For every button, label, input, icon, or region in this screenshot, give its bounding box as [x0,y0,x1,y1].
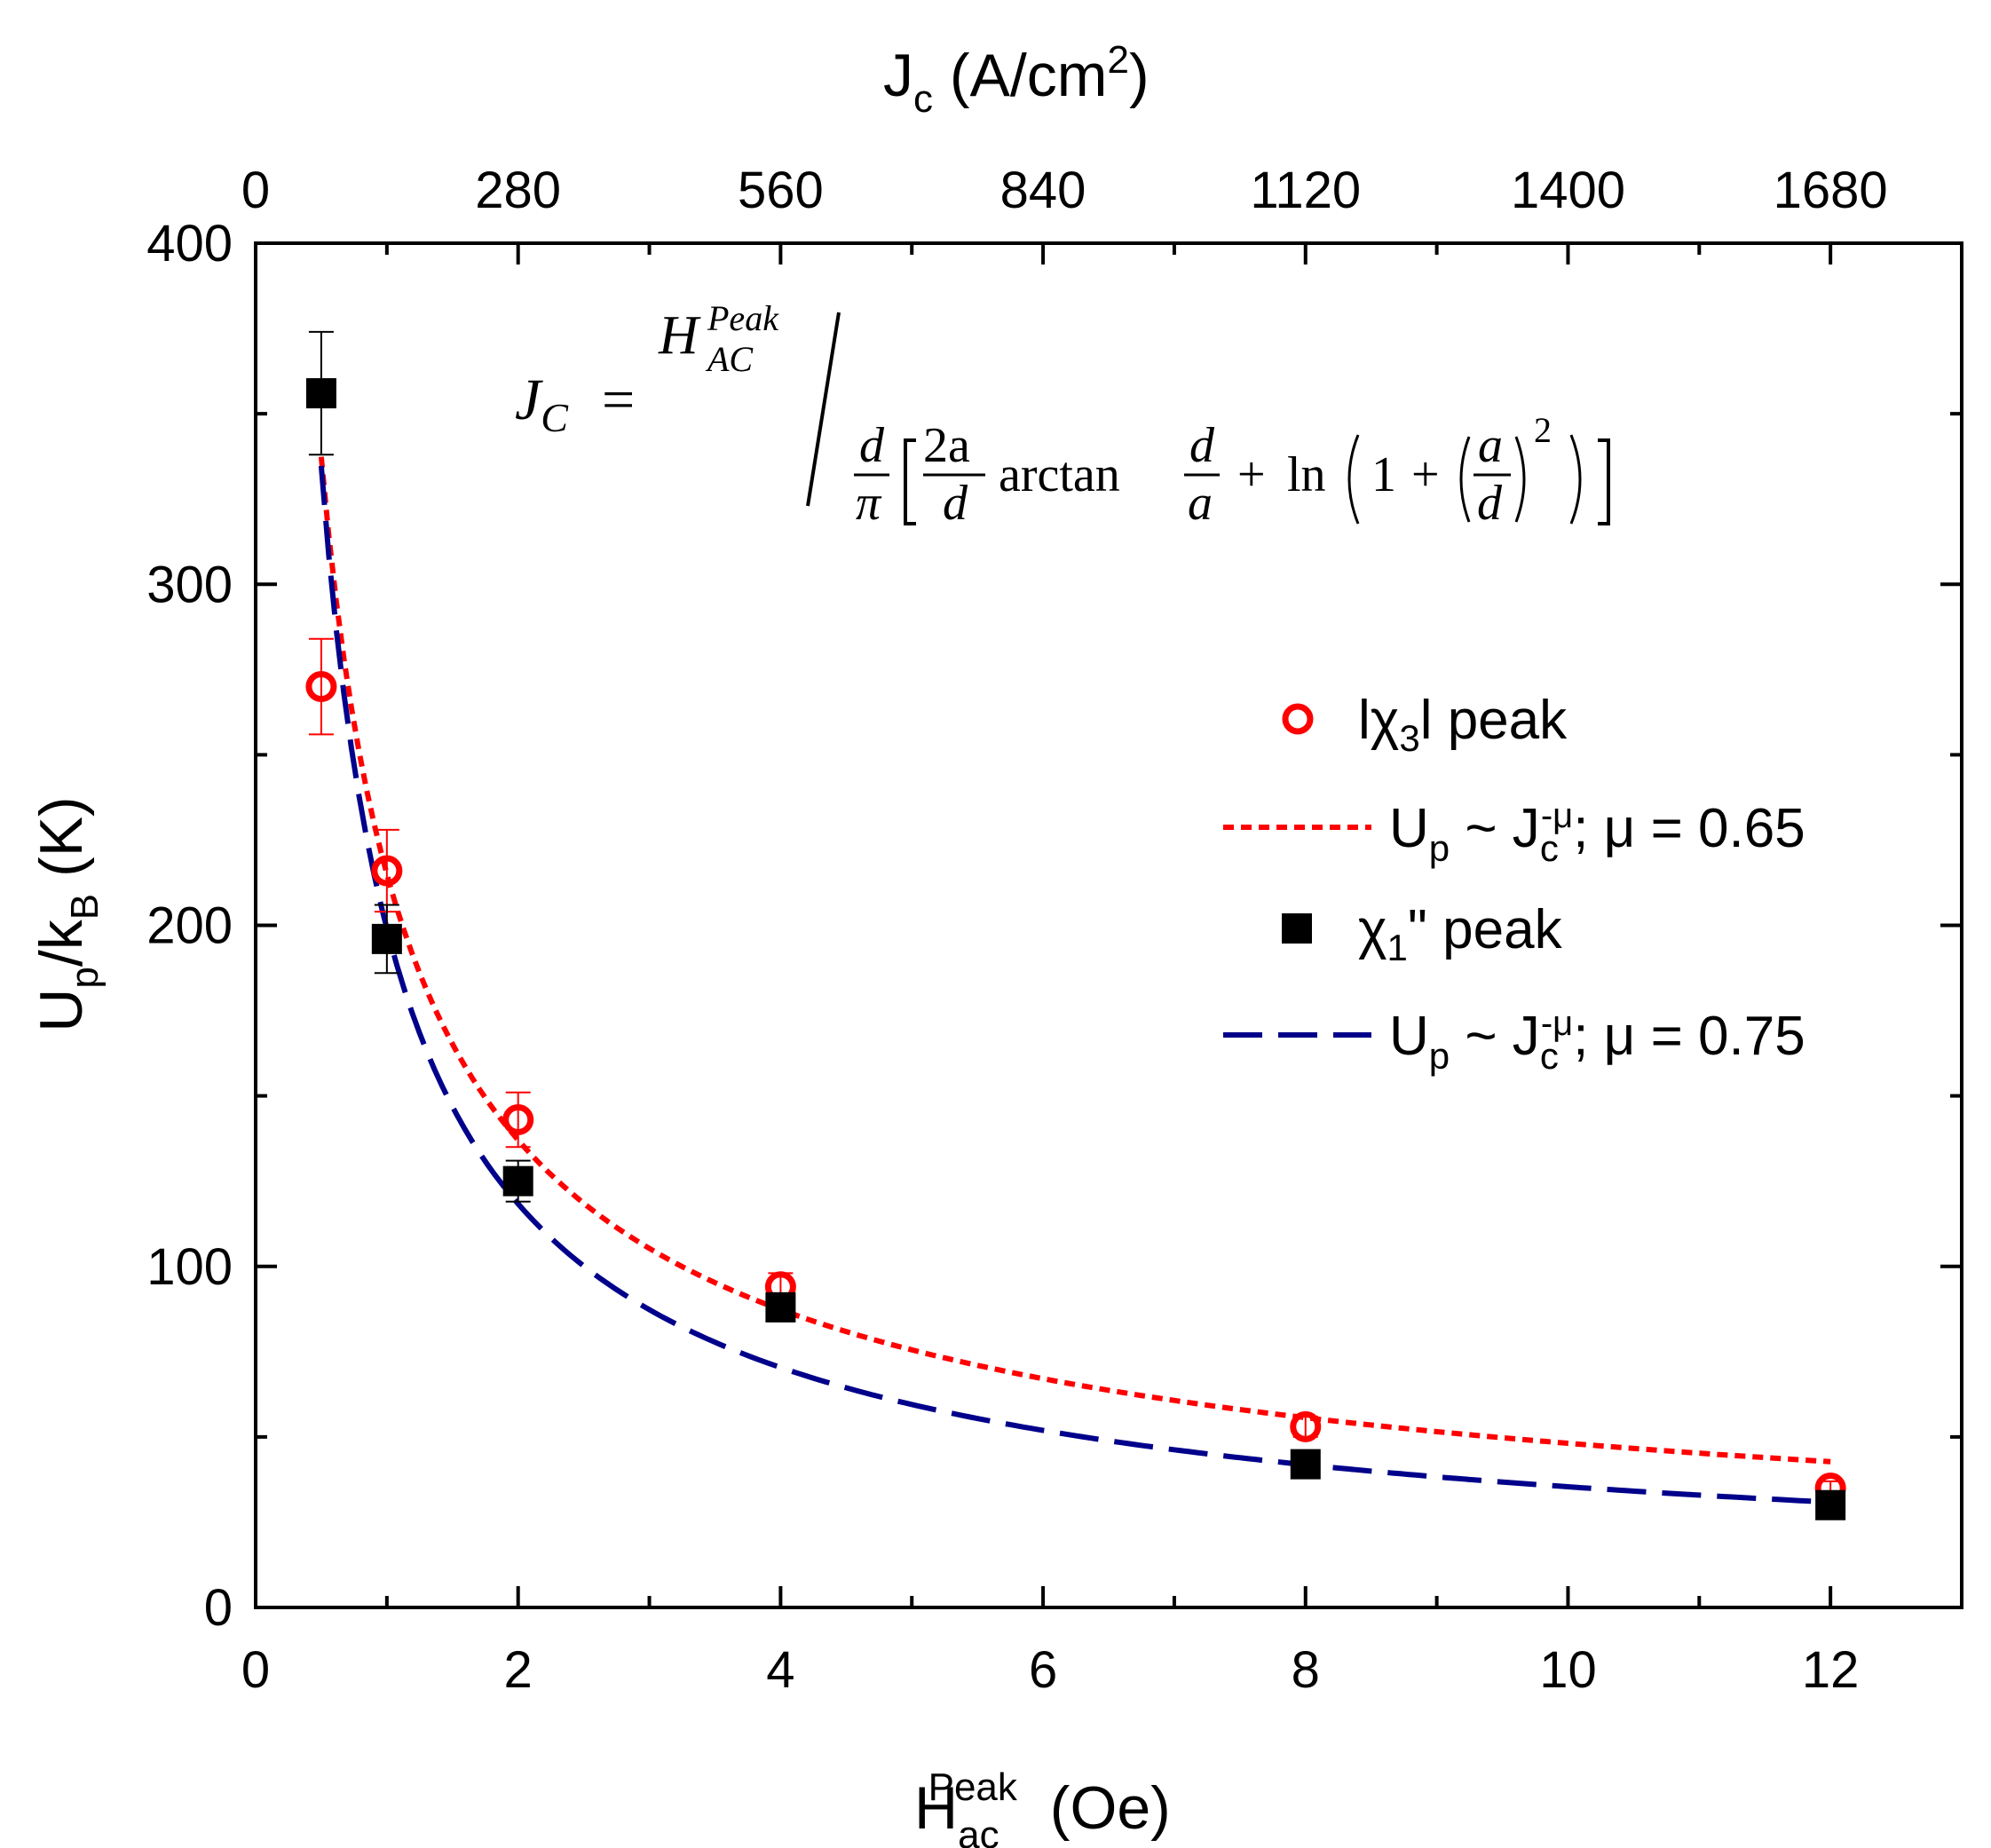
formula-right-bracket [1598,438,1610,525]
svg-text:JC: JC [515,367,569,440]
x-tick-label: 6 [1029,1641,1057,1699]
y-tick-label: 0 [204,1579,233,1637]
svg-text:+: + [1411,447,1440,502]
legend-label-chi1: χ1" peak [1358,899,1563,968]
y-tick-label: 300 [146,556,233,613]
x2-tick-label: 280 [475,162,561,219]
y-tick-label: 200 [146,897,233,955]
tick-labels: 0 2 4 6 8 10 120 280 560 840 1120 1400 1680010020030… [146,162,1887,1699]
x2-tick-label: 1680 [1774,162,1888,219]
x-axis-title: HacPeak (Oe) [914,1765,1171,1848]
data-point-chi3 [371,855,403,887]
x-tick-label: 12 [1802,1641,1860,1699]
formula-lhs-sub: C [541,395,569,440]
svg-text:2: 2 [1534,410,1552,450]
fit-curve-mu-065 [318,456,1831,1465]
formula-lhs: J [515,367,543,432]
data-point-chi1 [371,923,402,954]
data-point-chi1 [305,378,336,409]
legend-marker-chi3 [1282,703,1314,735]
formula-ln: ln [1287,447,1326,502]
axis-ticks [254,241,1963,1609]
data-point-chi1 [1290,1449,1321,1480]
x-tick-label: 10 [1539,1641,1597,1699]
formula-annotation: JC = H Peak AC d π 2a d arctan d a + ln … [515,298,1610,531]
formula-slash [806,312,841,507]
legend-label-075: Up ~ Jc-μ; μ = 0.75 [1389,1004,1805,1077]
x-tick-label: 8 [1292,1641,1320,1699]
formula-left-bracket [904,438,916,525]
data-point-chi3 [502,1104,534,1136]
svg-text:d: d [1477,476,1503,531]
x2-tick-label: 840 [1000,162,1086,219]
series-layer [305,330,1846,1520]
data-point-chi3 [305,671,337,703]
legend-label-065: Up ~ Jc-μ; μ = 0.65 [1389,796,1805,869]
x2-tick-label: 1120 [1250,162,1361,219]
formula-d-top: d [859,418,885,473]
formula-numerator-sup: Peak [707,298,779,338]
formula-pi: π [856,476,882,531]
legend-marker-chi1 [1282,913,1312,944]
y-tick-label: 100 [146,1238,233,1296]
svg-text:a: a [1188,476,1213,531]
formula-equals: = [602,367,635,432]
svg-text:1: 1 [1371,447,1396,502]
data-point-chi1 [1815,1489,1846,1520]
formula-d-bottom: d [943,476,968,531]
y-tick-label: 400 [146,215,233,272]
x-tick-label: 2 [504,1641,533,1699]
svg-text:+: + [1237,447,1266,502]
fit-curve-mu-075 [318,465,1831,1505]
x2-tick-label: 0 [241,162,270,219]
formula-arctan: arctan [999,447,1120,502]
formula-numerator: H [658,305,701,366]
formula-numerator-sub: AC [705,339,754,379]
x-tick-label: 0 [241,1641,270,1699]
data-point-chi1 [502,1165,533,1196]
data-point-chi1 [765,1291,796,1323]
svg-text:d: d [1189,418,1215,473]
x-tick-label: 4 [766,1641,794,1699]
svg-text:a: a [1478,418,1503,473]
svg-text:2a: 2a [923,418,970,473]
legend: lχ3l peak Up ~ Jc-μ; μ = 0.65 χ1" peak U… [1223,690,1805,1077]
data-point-chi3 [1290,1410,1322,1442]
y-axis-title: Up/kB (K) [28,796,107,1031]
x2-tick-label: 560 [738,162,824,219]
x2-axis-title: Jc (A/cm2) [883,38,1150,121]
svg-text:H: H [658,305,701,366]
legend-label-chi3: lχ3l peak [1358,690,1568,759]
x2-tick-label: 1400 [1511,162,1625,219]
